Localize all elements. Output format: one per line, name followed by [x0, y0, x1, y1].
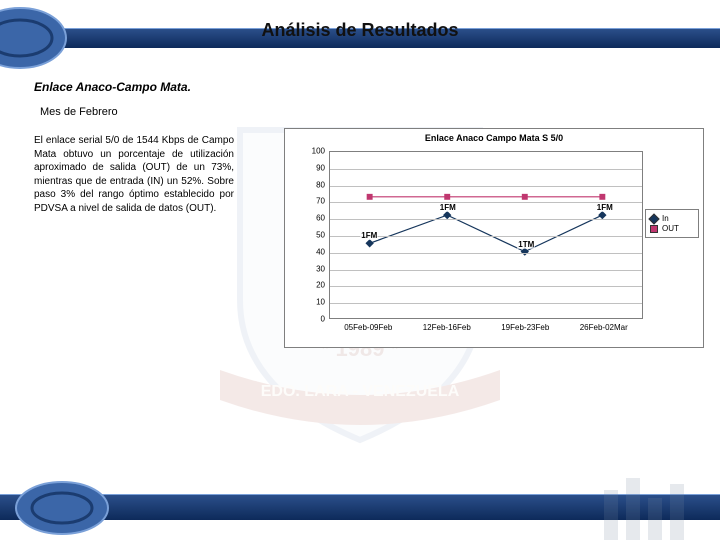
- chart-legend: InOUT: [645, 209, 699, 238]
- chart-xtick: 05Feb-09Feb: [344, 323, 392, 332]
- legend-item: OUT: [650, 224, 694, 233]
- chart-ytick: 70: [285, 197, 325, 206]
- chart-gridline: [330, 186, 642, 187]
- chart-ytick: 10: [285, 298, 325, 307]
- chart-marker: [599, 194, 605, 200]
- footer-ellipse: [14, 480, 110, 536]
- chart-value-label: 1FM: [360, 231, 378, 240]
- chart-marker: [443, 211, 451, 219]
- legend-swatch: [650, 225, 658, 233]
- chart-gridline: [330, 286, 642, 287]
- svg-text:EDO. LARA - VENEZUELA: EDO. LARA - VENEZUELA: [261, 383, 460, 400]
- chart-gridline: [330, 270, 642, 271]
- legend-label: OUT: [662, 224, 679, 233]
- content-area: Enlace Anaco-Campo Mata. Mes de Febrero …: [34, 80, 700, 215]
- section-heading: Enlace Anaco-Campo Mata.: [34, 80, 700, 94]
- chart-value-label: 1TM: [517, 240, 535, 249]
- chart-ytick: 20: [285, 281, 325, 290]
- chart-gridline: [330, 303, 642, 304]
- chart-ytick: 50: [285, 231, 325, 240]
- chart-gridline: [330, 169, 642, 170]
- legend-label: In: [662, 214, 669, 223]
- chart-marker: [598, 211, 606, 219]
- section-body: El enlace serial 5/0 de 1544 Kbps de Cam…: [34, 134, 234, 215]
- section-subheading: Mes de Febrero: [40, 106, 700, 118]
- chart-marker: [522, 194, 528, 200]
- chart-value-label: 1FM: [439, 203, 457, 212]
- chart-ytick: 40: [285, 247, 325, 256]
- chart-ytick: 60: [285, 214, 325, 223]
- chart-series-line: [370, 215, 603, 252]
- chart-xtick: 12Feb-16Feb: [423, 323, 471, 332]
- chart-ytick: 30: [285, 264, 325, 273]
- chart-value-label: 1FM: [596, 203, 614, 212]
- chart-gridline: [330, 253, 642, 254]
- legend-item: In: [650, 214, 694, 223]
- chart-plot-area: 1FM 1FM 1TM 1FM: [329, 151, 643, 319]
- footer-right-graphic: [596, 470, 706, 540]
- chart-xtick: 26Feb-02Mar: [580, 323, 628, 332]
- chart-ytick: 0: [285, 315, 325, 324]
- chart-title: Enlace Anaco Campo Mata S 5/0: [285, 133, 703, 143]
- chart-panel: Enlace Anaco Campo Mata S 5/0 1FM1FM1TM1…: [284, 128, 704, 348]
- chart-marker: [367, 194, 373, 200]
- chart-marker: [444, 194, 450, 200]
- chart-ytick: 90: [285, 163, 325, 172]
- legend-swatch: [648, 213, 659, 224]
- chart-ytick: 80: [285, 180, 325, 189]
- chart-gridline: [330, 219, 642, 220]
- chart-ytick: 100: [285, 147, 325, 156]
- chart-xtick: 19Feb-23Feb: [501, 323, 549, 332]
- page-title: Análisis de Resultados: [0, 20, 720, 41]
